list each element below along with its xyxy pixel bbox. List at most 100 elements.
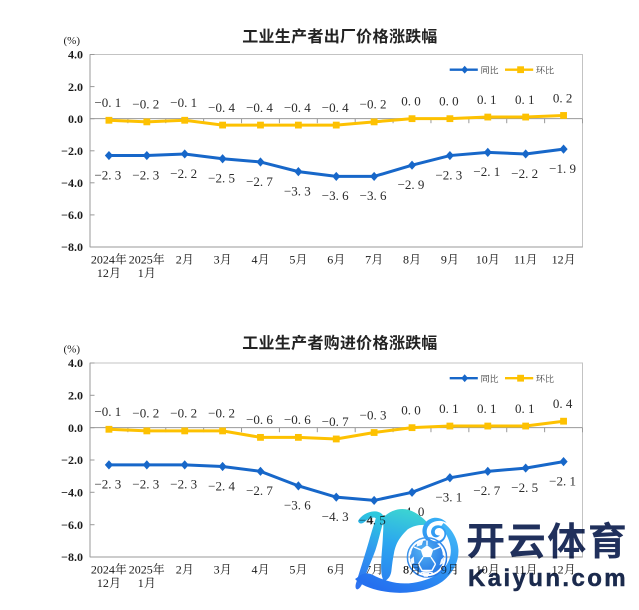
- svg-text:0. 1: 0. 1: [477, 401, 497, 416]
- svg-text:−0. 2: −0. 2: [132, 97, 159, 112]
- svg-text:工业生产者出厂价格涨跌幅: 工业生产者出厂价格涨跌幅: [242, 23, 438, 47]
- svg-text:−2. 3: −2. 3: [435, 167, 462, 182]
- svg-text:2024年: 2024年: [91, 563, 127, 577]
- svg-text:4.0: 4.0: [68, 356, 83, 370]
- svg-text:−2. 7: −2. 7: [473, 483, 500, 498]
- svg-text:−3. 3: −3. 3: [284, 183, 311, 198]
- svg-text:0. 0: 0. 0: [401, 403, 421, 418]
- svg-text:3月: 3月: [214, 563, 232, 577]
- svg-text:−4. 3: −4. 3: [322, 509, 349, 524]
- svg-text:−4.0: −4.0: [61, 486, 83, 500]
- svg-text:8月: 8月: [403, 253, 421, 267]
- svg-text:−2. 5: −2. 5: [511, 480, 538, 495]
- svg-text:5月: 5月: [289, 253, 307, 267]
- svg-text:−3. 1: −3. 1: [435, 490, 462, 505]
- svg-text:12月: 12月: [97, 266, 121, 280]
- svg-text:−3. 6: −3. 6: [360, 188, 387, 203]
- svg-text:−2. 9: −2. 9: [398, 177, 425, 192]
- svg-text:0. 0: 0. 0: [439, 94, 459, 109]
- svg-text:−2. 2: −2. 2: [511, 166, 538, 181]
- svg-text:2025年: 2025年: [129, 253, 165, 267]
- svg-text:−2. 2: −2. 2: [170, 166, 197, 181]
- svg-text:−0. 2: −0. 2: [170, 406, 197, 421]
- svg-text:−1. 9: −1. 9: [549, 161, 576, 176]
- svg-text:6月: 6月: [327, 253, 345, 267]
- svg-text:12月: 12月: [97, 576, 121, 590]
- svg-text:0. 1: 0. 1: [515, 92, 535, 107]
- svg-text:−0. 4: −0. 4: [208, 100, 235, 115]
- svg-text:6月: 6月: [327, 563, 345, 577]
- svg-text:−0. 1: −0. 1: [170, 95, 197, 110]
- svg-text:11月: 11月: [514, 253, 538, 267]
- svg-text:−4.0: −4.0: [61, 176, 83, 190]
- svg-text:4月: 4月: [251, 563, 269, 577]
- svg-text:−0. 3: −0. 3: [360, 407, 387, 422]
- svg-text:−0. 4: −0. 4: [246, 100, 273, 115]
- svg-text:5月: 5月: [289, 563, 307, 577]
- svg-text:11月: 11月: [514, 563, 538, 577]
- svg-text:0. 2: 0. 2: [553, 90, 573, 105]
- svg-text:−2. 5: −2. 5: [208, 171, 235, 186]
- svg-text:−8.0: −8.0: [61, 550, 83, 564]
- svg-text:1月: 1月: [138, 266, 156, 280]
- svg-text:0.0: 0.0: [68, 421, 83, 435]
- svg-text:9月: 9月: [441, 253, 459, 267]
- svg-text:10月: 10月: [476, 253, 500, 267]
- svg-text:−6.0: −6.0: [61, 208, 83, 222]
- svg-text:0. 4: 0. 4: [553, 396, 573, 411]
- svg-text:工业生产者购进价格涨跌幅: 工业生产者购进价格涨跌幅: [242, 330, 438, 354]
- svg-text:−2. 3: −2. 3: [94, 477, 121, 492]
- svg-text:(%): (%): [64, 35, 81, 47]
- svg-text:−2. 7: −2. 7: [246, 174, 273, 189]
- svg-text:4.0: 4.0: [68, 48, 83, 62]
- svg-text:−2. 7: −2. 7: [246, 483, 273, 498]
- svg-text:2.0: 2.0: [68, 80, 83, 94]
- svg-text:12月: 12月: [552, 563, 576, 577]
- svg-text:−8.0: −8.0: [61, 240, 83, 254]
- svg-text:−2. 3: −2. 3: [170, 477, 197, 492]
- svg-text:−0. 6: −0. 6: [246, 412, 273, 427]
- svg-text:2025年: 2025年: [129, 563, 165, 577]
- svg-text:−3. 6: −3. 6: [284, 498, 311, 513]
- svg-text:−0. 7: −0. 7: [322, 414, 349, 429]
- svg-text:−3. 6: −3. 6: [322, 188, 349, 203]
- svg-text:环比: 环比: [536, 372, 554, 385]
- svg-text:−6.0: −6.0: [61, 518, 83, 532]
- svg-text:−0. 1: −0. 1: [94, 95, 121, 110]
- svg-text:环比: 环比: [536, 63, 554, 76]
- svg-text:−2. 3: −2. 3: [132, 167, 159, 182]
- svg-text:1月: 1月: [138, 576, 156, 590]
- svg-text:12月: 12月: [552, 253, 576, 267]
- svg-text:−0. 4: −0. 4: [322, 100, 349, 115]
- svg-text:−0. 4: −0. 4: [284, 100, 311, 115]
- svg-text:−2.0: −2.0: [61, 144, 83, 158]
- svg-text:−2. 3: −2. 3: [132, 477, 159, 492]
- svg-text:0. 0: 0. 0: [401, 94, 421, 109]
- svg-text:2月: 2月: [176, 253, 194, 267]
- svg-text:2.0: 2.0: [68, 389, 83, 403]
- svg-text:2月: 2月: [176, 563, 194, 577]
- svg-text:10月: 10月: [476, 563, 500, 577]
- svg-text:4月: 4月: [251, 253, 269, 267]
- svg-text:3月: 3月: [214, 253, 232, 267]
- svg-text:7月: 7月: [365, 253, 383, 267]
- svg-text:−2. 1: −2. 1: [473, 164, 500, 179]
- svg-text:0. 1: 0. 1: [515, 401, 535, 416]
- svg-text:同比: 同比: [481, 63, 499, 76]
- svg-text:−0. 1: −0. 1: [94, 404, 121, 419]
- svg-text:同比: 同比: [481, 372, 499, 385]
- svg-text:−2.0: −2.0: [61, 453, 83, 467]
- svg-text:−2. 3: −2. 3: [94, 167, 121, 182]
- svg-text:2024年: 2024年: [91, 253, 127, 267]
- svg-text:−0. 2: −0. 2: [360, 97, 387, 112]
- svg-text:−2. 1: −2. 1: [549, 473, 576, 488]
- svg-text:−2. 4: −2. 4: [208, 478, 235, 493]
- svg-text:(%): (%): [64, 344, 81, 356]
- svg-text:0. 1: 0. 1: [477, 92, 497, 107]
- svg-text:0.0: 0.0: [68, 112, 83, 126]
- svg-text:0. 1: 0. 1: [439, 401, 459, 416]
- svg-text:7月: 7月: [365, 563, 383, 577]
- svg-text:−0. 6: −0. 6: [284, 412, 311, 427]
- svg-text:−0. 2: −0. 2: [208, 406, 235, 421]
- svg-text:−0. 2: −0. 2: [132, 406, 159, 421]
